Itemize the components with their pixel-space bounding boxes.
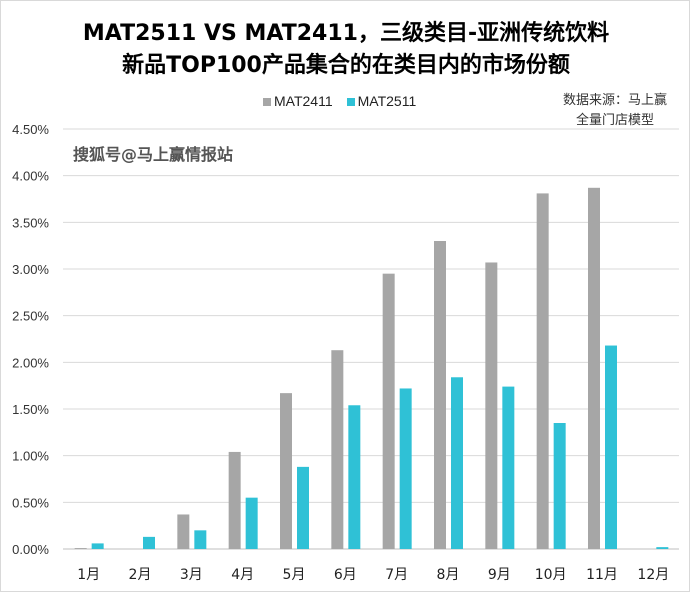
watermark: 搜狐号@马上赢情报站 [73, 145, 234, 164]
bar-mat2511 [399, 388, 412, 549]
y-tick-label: 2.00% [12, 355, 49, 370]
bar-mat2411 [331, 350, 344, 549]
source-line2: 全量门店模型 [575, 113, 654, 128]
x-tick-label: 10月 [535, 567, 567, 583]
bar-mat2511 [245, 497, 258, 549]
bar-mat2411 [382, 273, 395, 549]
legend-item-mat2411: MAT2411 [263, 93, 333, 109]
y-tick-label: 3.50% [12, 215, 49, 230]
bar-mat2511 [143, 536, 155, 549]
x-tick-label: 8月 [437, 567, 460, 583]
y-tick-label: 4.50% [12, 122, 49, 137]
legend-label: MAT2411 [274, 93, 333, 109]
x-tick-label: 9月 [488, 567, 511, 583]
y-tick-label: 2.50% [12, 309, 49, 324]
bar-mat2511 [194, 530, 207, 549]
legend-swatch [263, 98, 271, 106]
bar-mat2411 [74, 548, 87, 549]
bar-mat2511 [553, 423, 566, 549]
x-tick-label: 3月 [180, 567, 203, 583]
x-tick-label: 4月 [231, 567, 254, 583]
legend: MAT2411 MAT2511 [263, 93, 416, 109]
bar-mat2511 [297, 466, 309, 549]
y-tick-label: 1.50% [12, 402, 49, 417]
bar-mat2511 [348, 405, 361, 549]
legend-label: MAT2511 [357, 93, 417, 109]
x-tick-label: 7月 [385, 567, 408, 583]
bar-mat2411 [434, 241, 446, 549]
bar-mat2411 [485, 262, 498, 549]
bar-mat2511 [91, 543, 104, 549]
chart-title-line1: MAT2511 VS MAT2411，三级类目-亚洲传统饮料 [82, 21, 610, 46]
y-tick-label: 1.00% [12, 449, 49, 464]
x-tick-label: 1月 [77, 567, 100, 583]
y-tick-label: 0.00% [12, 542, 49, 557]
y-tick-label: 3.00% [12, 262, 49, 277]
source-line1: 数据来源：马上赢 [562, 93, 667, 108]
bar-mat2411 [280, 393, 292, 549]
x-tick-label: 6月 [334, 567, 357, 583]
x-tick-label: 2月 [129, 567, 152, 583]
bar-mat2511 [502, 386, 515, 549]
y-tick-label: 0.50% [12, 495, 49, 510]
bar-mat2511 [656, 547, 669, 549]
bar-mat2511 [451, 377, 463, 549]
legend-item-mat2511: MAT2511 [346, 93, 417, 109]
data-source-note: 数据来源：马上赢 全量门店模型 [563, 91, 667, 131]
bar-mat2411 [588, 187, 600, 550]
x-tick-label: 12月 [637, 567, 669, 583]
bar-mat2411 [536, 193, 549, 549]
legend-swatch [346, 98, 355, 106]
y-tick-label: 4.00% [12, 169, 49, 184]
bar-mat2411 [228, 451, 241, 549]
x-tick-label: 5月 [283, 567, 306, 583]
bar-mat2511 [605, 345, 617, 549]
x-tick-label: 11月 [586, 567, 618, 583]
chart-title-line2: 新品TOP100产品集合的在类目内的市场份额 [122, 53, 570, 78]
bar-mat2411 [177, 514, 190, 549]
